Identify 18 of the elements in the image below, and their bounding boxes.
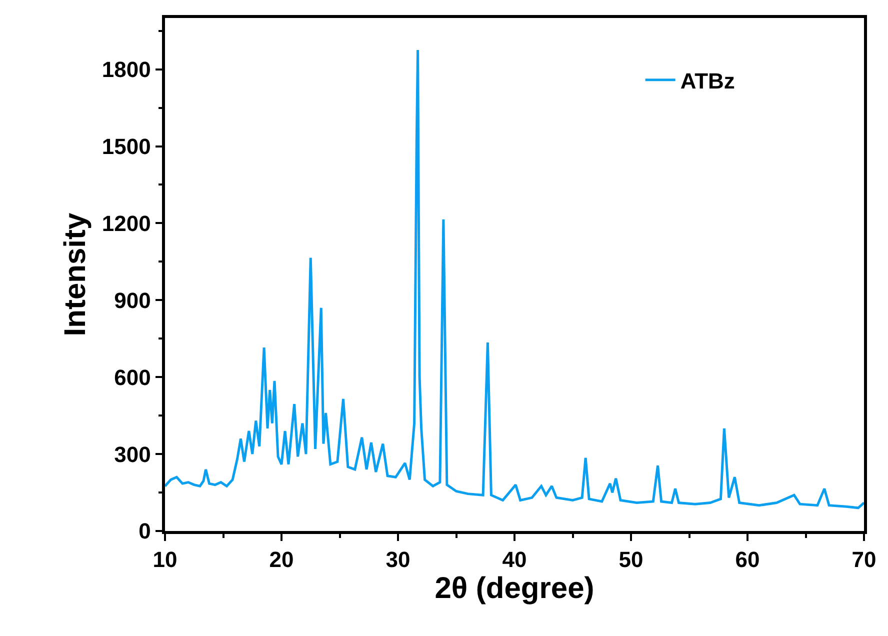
y-tick-label: 1500 [102,134,151,159]
y-axis-title: Intensity [58,212,92,336]
x-tick-label: 60 [735,547,760,572]
y-tick-label: 600 [114,364,151,390]
x-tick-label: 10 [152,547,178,572]
x-axis-title: 2θ (degree) [434,572,594,606]
x-tick-label: 30 [386,547,410,572]
x-tick-label: 20 [269,547,294,572]
line-series [165,48,864,510]
legend-label: ATBz [680,68,735,94]
x-tick-label: 70 [852,547,876,572]
x-tick-label: 40 [502,547,527,572]
x-tick-label: 50 [618,547,644,572]
y-tick-label: 900 [114,288,151,313]
y-tick-label: 300 [114,442,151,467]
y-tick-label: 0 [138,518,151,544]
y-tick-label: 1200 [102,210,151,236]
y-tick-label: 1800 [102,57,151,82]
